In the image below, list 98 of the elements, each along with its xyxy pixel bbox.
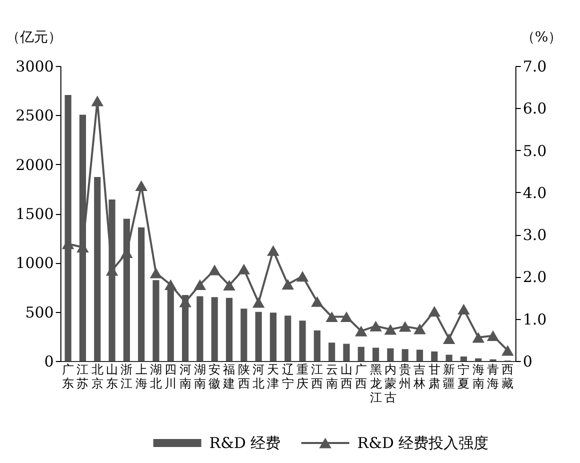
point: [150, 268, 162, 278]
y-tick-label: 0: [44, 352, 54, 370]
y2-tick-label: 3.0: [522, 226, 547, 244]
point: [311, 296, 324, 307]
x-tick-label: 陕西: [238, 362, 250, 390]
point: [458, 304, 470, 314]
y-tick-label: 2000: [16, 156, 54, 174]
x-tick-label: 福建: [222, 362, 236, 390]
bar: [255, 312, 262, 361]
legend-label: R&D 经费投入强度: [357, 434, 489, 452]
y2-tick-label: 2.0: [522, 268, 547, 286]
point: [282, 278, 294, 290]
x-tick-label: 四川: [164, 362, 177, 390]
bar: [475, 358, 482, 361]
bar: [138, 227, 145, 361]
point: [428, 306, 441, 317]
point: [384, 324, 397, 335]
point: [267, 245, 280, 256]
bar: [270, 312, 276, 361]
point: [326, 311, 338, 322]
x-tick-label: 北京: [91, 362, 104, 390]
y-tick-label: 500: [25, 303, 54, 322]
point: [208, 264, 221, 276]
x-tick-label: 广东: [62, 362, 74, 390]
point: [135, 180, 148, 191]
point: [194, 279, 206, 290]
y-axis-title: （亿元）: [6, 30, 62, 46]
point: [340, 311, 353, 322]
bar: [372, 348, 380, 361]
bar: [416, 350, 424, 361]
x-tick-label: 宁夏: [458, 362, 470, 390]
x-tick-label: 甘肃: [428, 362, 440, 390]
x-tick-label: 湖北: [150, 362, 162, 390]
point: [223, 280, 236, 290]
y2-tick-label: 7.0: [522, 58, 547, 76]
y2-tick-label: 6.0: [522, 100, 547, 118]
x-tick-label: 安徽: [208, 362, 221, 390]
x-tick-label: 内蒙古: [384, 362, 396, 404]
y2-tick-label: 5.0: [522, 142, 547, 160]
bar: [431, 351, 438, 361]
x-tick-label: 海南: [472, 362, 484, 390]
point: [91, 96, 104, 106]
bar: [446, 354, 452, 361]
x-tick-label: 青海: [487, 362, 499, 390]
bar: [358, 346, 364, 361]
y-tick-label: 1000: [16, 254, 54, 272]
x-tick-label: 上海: [135, 362, 148, 390]
point: [414, 324, 426, 334]
point: [296, 270, 309, 282]
x-tick-label: 云南: [326, 362, 338, 390]
bar: [328, 342, 336, 361]
x-tick-label: 天津: [267, 362, 280, 390]
x-tick-label: 浙江: [120, 362, 133, 390]
x-tick-label: 西藏: [502, 362, 514, 390]
point: [164, 279, 177, 290]
bar: [226, 298, 233, 361]
y2-tick-label: 4.0: [522, 184, 547, 202]
point: [442, 333, 456, 344]
x-tick-label: 新疆: [443, 362, 456, 390]
x-tick-label: 湖南: [194, 362, 206, 390]
x-tick-label: 江苏: [76, 362, 89, 390]
y-tick-label: 1500: [16, 205, 54, 223]
x-tick-label: 黑龙江: [370, 362, 382, 404]
point: [472, 332, 484, 343]
point: [398, 321, 412, 332]
bar: [240, 308, 248, 361]
bar: [402, 349, 408, 361]
x-tick-label: 广西: [355, 362, 368, 390]
x-tick-label: 吉林: [412, 362, 426, 390]
point: [354, 326, 368, 336]
bar: [94, 177, 101, 361]
bar: [196, 296, 204, 361]
y-tick-label: 2500: [16, 106, 54, 125]
bar: [387, 348, 394, 361]
point: [370, 320, 382, 332]
point: [486, 330, 500, 342]
point: [252, 297, 265, 308]
point: [238, 264, 250, 274]
y2-axis-title: （%）: [520, 30, 562, 46]
x-tick-label: 山西: [340, 362, 352, 390]
bar: [211, 297, 218, 361]
point: [502, 345, 514, 356]
x-tick-label: 江西: [311, 362, 324, 390]
bar: [284, 316, 292, 361]
x-tick-label: 河南: [179, 362, 192, 390]
x-tick-label: 河北: [252, 362, 265, 390]
x-tick-label: 辽宁: [282, 362, 294, 390]
x-tick-label: 贵州: [399, 362, 412, 390]
y-tick-label: 3000: [16, 58, 54, 76]
y2-tick-label: 0: [522, 352, 532, 370]
bar: [343, 344, 350, 361]
x-tick-label: 山东: [106, 362, 118, 390]
legend-label: R&D 经费: [209, 434, 281, 452]
bar: [314, 330, 320, 361]
x-tick-label: 重庆: [296, 362, 308, 390]
bar: [299, 320, 306, 361]
bar: [460, 356, 467, 361]
y2-tick-label: 1.0: [522, 310, 547, 328]
